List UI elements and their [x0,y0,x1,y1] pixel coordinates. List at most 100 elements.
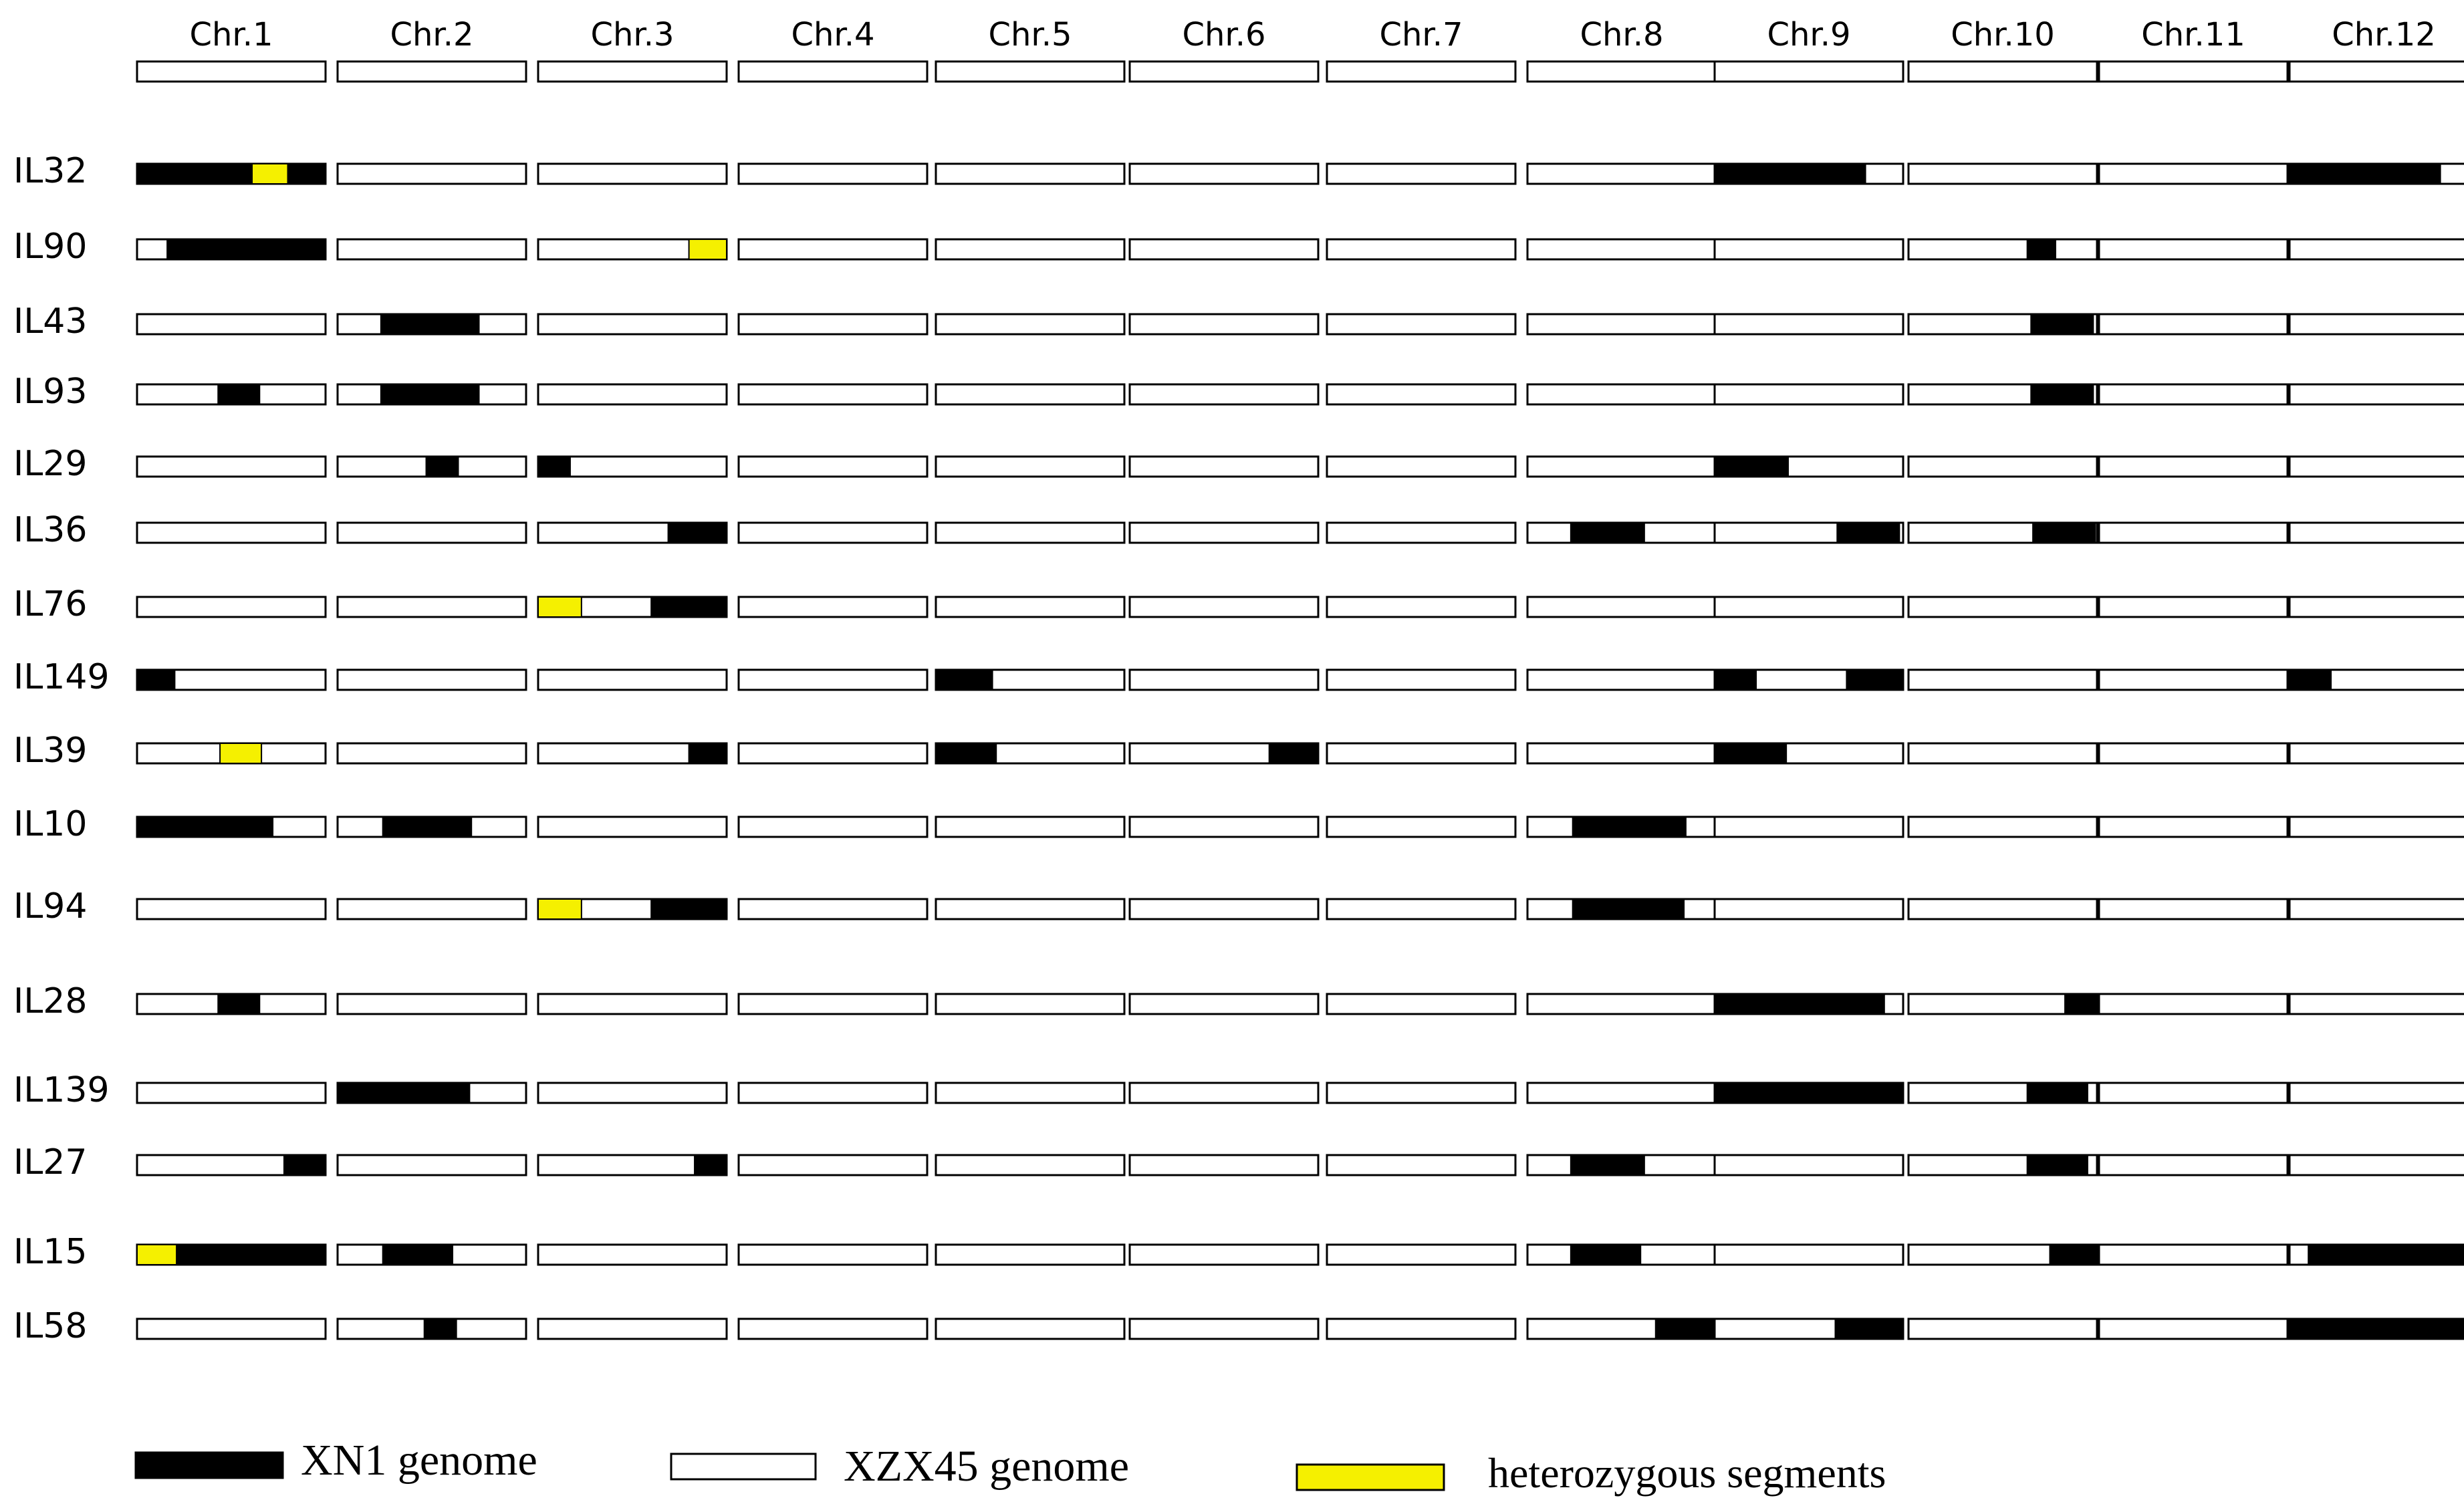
chromosome-bar [1907,815,2098,838]
il-row: IL43 [13,301,2464,342]
legend-swatch-xn1 [134,1451,284,1479]
xn1-segment [935,743,997,764]
xn1-segment [2030,313,2094,335]
chromosome-header-bar [737,60,929,83]
xn1-segment [382,816,473,838]
il-line-label: IL58 [13,1306,87,1346]
xn1-segment [1846,669,1904,691]
chromosome-bar [2098,1154,2289,1176]
chromosome-bar [1526,383,1717,406]
chromosome-bar [737,238,929,261]
chromosome-header-bar [1713,60,1904,83]
chromosome-bar [935,455,1126,478]
chromosome-bar [1128,1154,1320,1176]
chromosome-bar [1326,1317,1517,1340]
chromosome-bar [1128,1082,1320,1104]
chromosome-bar [1128,162,1320,185]
heterozygous-segment [688,239,727,260]
chromosome-bar [336,668,527,691]
chromosome-bar [737,993,929,1015]
il-line-label: IL28 [13,981,87,1021]
chromosome-bar [1526,313,1717,336]
chromosome-bar [1907,742,2098,765]
chromosome-bar [1526,162,1717,185]
xn1-segment [2030,384,2094,405]
il-row: IL36 [13,510,2464,550]
il-row: IL94 [13,886,2464,926]
chromosome-bar [1713,238,1904,261]
legend-swatch-het [1296,1463,1445,1491]
xn1-segment [1714,743,1788,764]
xn1-segment [217,384,261,405]
chromosome-bar [737,1154,929,1176]
xn1-segment [1836,522,1900,543]
chromosome-label: Chr.5 [988,16,1072,53]
heterozygous-segment [251,163,289,184]
il-line-label: IL76 [13,584,87,624]
heterozygous-segment [219,743,263,764]
chromosome-bar [935,313,1126,336]
chromosome-bar [1326,455,1517,478]
xn1-segment [2308,1244,2464,1265]
chromosome-bar [2098,383,2289,406]
chromosome-label: Chr.7 [1379,16,1463,53]
xn1-segment [1714,456,1789,477]
chromosome-bar [1326,521,1517,544]
chromosome-bar [336,1154,527,1176]
chromosome-bar [1907,1317,2098,1340]
xn1-segment [1654,1318,1717,1340]
chromosome-bar [2288,596,2464,618]
chromosome-bar [2098,521,2289,544]
xn1-segment [382,1244,454,1265]
chromosome-bar [1907,596,2098,618]
heterozygous-segment [537,596,582,618]
chromosome-label: Chr.4 [791,16,874,53]
chromosome-bar [537,1243,728,1266]
chromosome-bar [2288,313,2464,336]
chromosome-bar [2098,313,2289,336]
il-row: IL28 [13,981,2464,1021]
il-row: IL27 [13,1142,2464,1182]
xn1-segment [283,1154,326,1176]
chromosome-bar [2098,742,2289,765]
chromosome-bar [1128,993,1320,1015]
xn1-segment [136,816,274,838]
chromosome-header-bar [336,60,527,83]
xn1-segment [650,596,728,618]
chromosome-bar [2288,1154,2464,1176]
chromosome-bar [336,742,527,765]
xn1-segment [935,669,993,691]
chromosome-bar [1907,455,2098,478]
chromosome-bar [537,815,728,838]
chromosome-bar [2098,455,2289,478]
xn1-segment [1714,993,1885,1015]
il-line-label: IL10 [13,804,87,844]
chromosome-header-bar [136,60,327,83]
chromosome-bar [1128,1243,1320,1266]
chromosome-header-row: Chr.1 Chr.2 Chr.3 Chr.4 Chr.5 Chr.6 Chr.7 Chr.8… [136,16,2464,83]
chromosome-bar [2288,383,2464,406]
chromosome-bar [1128,596,1320,618]
chromosome-bar [2098,238,2289,261]
xn1-segment [688,743,727,764]
chromosome-bar [737,898,929,920]
chromosome-bar [537,993,728,1015]
chromosome-label: Chr.11 [2141,16,2245,53]
xn1-segment [1572,816,1687,838]
xn1-segment [537,456,571,477]
chromosome-bar [1326,815,1517,838]
legend: XN1 genome XZX45 genome heterozygous seg… [134,1436,1886,1497]
chromosome-bar [935,521,1126,544]
chromosome-bar [136,313,327,336]
chromosome-bar [2098,993,2289,1015]
chromosome-bar [1526,993,1717,1015]
chromosome-header-bar [1526,60,1717,83]
il-line-label: IL94 [13,886,87,926]
chromosome-bar [1713,1243,1904,1266]
il-row: IL15 [13,1232,2464,1272]
xn1-segment [1714,163,1866,184]
chromosome-bar [1713,898,1904,920]
chromosome-header-bar [2098,60,2289,83]
heterozygous-segment [136,1244,178,1265]
